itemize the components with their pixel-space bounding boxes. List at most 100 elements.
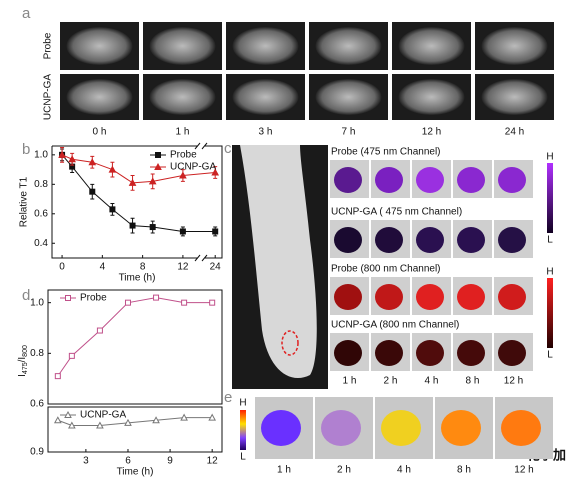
panel-label: c: [224, 140, 232, 157]
mri-slice: [66, 27, 133, 65]
y-axis-label: Relative T1: [19, 176, 30, 227]
fluorescence-signal: [334, 284, 362, 310]
data-point: [109, 206, 116, 213]
x-tick-label: 8: [140, 262, 146, 273]
legend-marker: [155, 152, 161, 158]
fluorescence-signal: [375, 340, 403, 366]
time-label: 3 h: [259, 127, 273, 138]
fluorescence-signal: [457, 227, 485, 253]
region-marker: [281, 330, 299, 356]
panel-label: b: [22, 141, 30, 158]
legend-marker: [64, 410, 72, 418]
axes-frame: [51, 145, 223, 259]
x-tick-label: 0: [59, 262, 65, 273]
y-tick-label: 0.8: [34, 179, 48, 190]
fluorescence-signal: [416, 227, 444, 253]
axes-frame: [47, 289, 223, 405]
fluorescence-signal: [457, 167, 485, 193]
axes-frame: [47, 406, 223, 453]
data-point: [149, 224, 156, 231]
x-axis-label: Time (h): [117, 467, 154, 478]
fluorescence-signal: [457, 284, 485, 310]
data-point: [68, 352, 75, 359]
x-tick-label: 6: [125, 456, 131, 467]
data-point: [96, 327, 103, 334]
legend-label: Probe: [80, 293, 107, 304]
mouse-body: [240, 145, 317, 378]
mri-slice: [481, 79, 548, 115]
time-label: 24 h: [505, 127, 524, 138]
fluorescence-signal: [498, 284, 526, 310]
data-point: [96, 421, 104, 429]
x-tick-label: 4: [100, 262, 106, 273]
data-point: [54, 373, 61, 380]
x-tick-label: 3: [83, 456, 89, 467]
fluorescence-signal: [375, 167, 403, 193]
channel-title: Probe (800 nm Channel): [331, 264, 441, 275]
data-point: [181, 299, 188, 306]
x-tick-label: 24: [210, 262, 222, 273]
x-tick-label: 9: [167, 456, 173, 467]
fluorescence-signal: [457, 340, 485, 366]
y-tick-label: 0.4: [34, 238, 48, 249]
scale-high: H: [546, 267, 553, 278]
mri-slice: [232, 79, 299, 115]
time-label: 4 h: [425, 376, 439, 387]
data-point: [148, 177, 157, 185]
legend-label: Probe: [170, 150, 197, 161]
data-point: [68, 421, 76, 429]
panel-label: d: [22, 287, 30, 304]
fluorescence-signal: [334, 167, 362, 193]
data-point: [53, 416, 62, 424]
series-line: [61, 154, 216, 184]
fluorescence-signal: [334, 227, 362, 253]
time-label: 12 h: [504, 376, 523, 387]
data-point: [209, 299, 216, 306]
channel-title: Probe (475 nm Channel): [331, 147, 441, 158]
y-axis-label-part: I: [17, 374, 28, 377]
fluorescence-signal: [416, 284, 444, 310]
data-point: [208, 413, 217, 421]
data-point: [153, 294, 160, 301]
time-label: 1 h: [277, 465, 291, 476]
data-point: [124, 299, 131, 306]
time-label: 1 h: [343, 376, 357, 387]
y-tick-label: 0.6: [30, 399, 44, 410]
fluorescence-signal: [498, 227, 526, 253]
data-point: [128, 178, 137, 186]
data-point: [108, 165, 117, 173]
fluorescence-signal: [416, 340, 444, 366]
data-point: [211, 168, 220, 176]
mri-slice: [149, 79, 216, 115]
y-axis-label-part: 800: [22, 345, 29, 357]
fluorescence-signal: [416, 167, 444, 193]
mri-slice: [232, 27, 299, 65]
scale-high: H: [546, 152, 553, 163]
mri-slice: [315, 79, 382, 115]
x-axis-label: Time (h): [119, 273, 156, 284]
time-label: 12 h: [422, 127, 441, 138]
color-scale: [547, 278, 553, 348]
fluorescence-signal: [441, 410, 481, 446]
y-tick-label: 0.9: [30, 447, 44, 458]
fluorescence-signal: [498, 167, 526, 193]
scale-low: L: [547, 350, 553, 361]
channel-title: UCNP-GA (800 nm Channel): [331, 320, 459, 331]
fluorescence-signal: [375, 284, 403, 310]
y-tick-label: 1.0: [34, 149, 48, 160]
axis-break: [194, 142, 208, 262]
mri-slice: [149, 27, 216, 65]
data-point: [179, 228, 186, 235]
time-label: 8 h: [457, 465, 471, 476]
x-tick-label: 12: [177, 262, 189, 273]
fluorescence-signal: [381, 410, 421, 446]
mri-slice: [315, 27, 382, 65]
data-point: [68, 155, 76, 163]
data-point: [212, 228, 219, 235]
time-label: 7 h: [342, 127, 356, 138]
legend-marker: [154, 162, 162, 170]
data-point: [88, 158, 97, 166]
time-label: 12 h: [514, 465, 533, 476]
y-axis-label-part: 475: [22, 362, 29, 374]
time-label: 2 h: [337, 465, 351, 476]
